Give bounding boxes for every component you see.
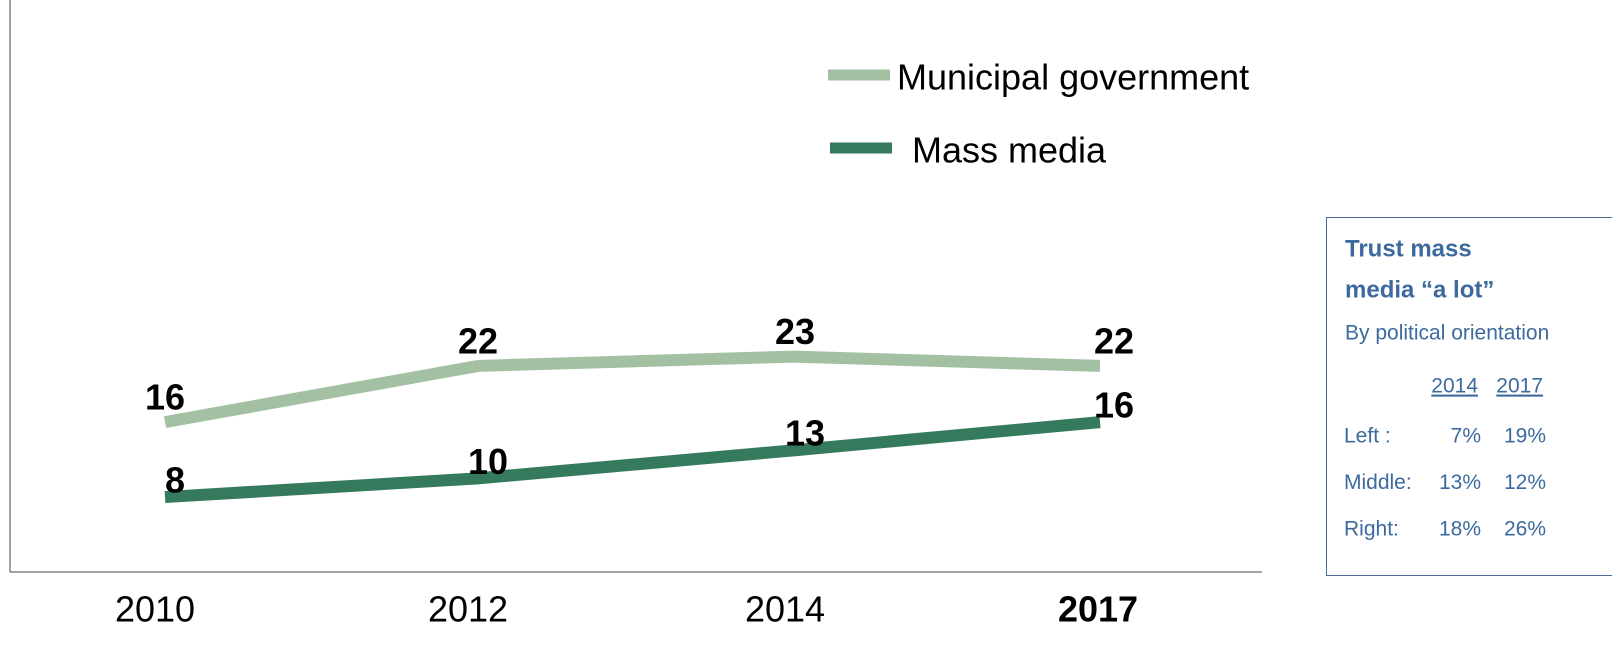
line xyxy=(164,416,1101,504)
data-label: 13 xyxy=(785,413,825,454)
row-label: Left : xyxy=(1344,425,1391,448)
legend-label: Municipal government xyxy=(897,57,1249,98)
data-label: 22 xyxy=(1094,320,1134,361)
x-tick-label: 2014 xyxy=(745,589,825,630)
table-header: 2017 xyxy=(1496,375,1543,398)
table-cell: 26% xyxy=(1504,518,1546,541)
data-label: 8 xyxy=(165,460,185,501)
x-tick-label: 2010 xyxy=(115,589,195,630)
x-tick-label: 2017 xyxy=(1058,589,1138,630)
data-label: 16 xyxy=(145,377,185,418)
row-label: Middle: xyxy=(1344,471,1412,494)
table-cell: 13% xyxy=(1439,471,1481,494)
legend-label: Mass media xyxy=(912,130,1107,171)
data-label: 10 xyxy=(468,441,508,482)
data-label: 22 xyxy=(458,320,498,361)
table-cell: 12% xyxy=(1504,471,1546,494)
table-cell: 18% xyxy=(1439,518,1481,541)
table-cell: 19% xyxy=(1504,425,1546,448)
line xyxy=(163,350,1101,429)
inset-box xyxy=(1326,217,1612,576)
x-tick-label: 2012 xyxy=(428,589,508,630)
inset-title: media “a lot” xyxy=(1345,276,1494,303)
data-label: 23 xyxy=(775,311,815,352)
table-cell: 7% xyxy=(1451,425,1481,448)
inset-title: Trust mass xyxy=(1345,235,1472,262)
data-label: 16 xyxy=(1094,385,1134,426)
inset-subtitle: By political orientation xyxy=(1345,322,1549,345)
row-label: Right: xyxy=(1344,518,1399,541)
table-header: 2014 xyxy=(1431,375,1478,398)
